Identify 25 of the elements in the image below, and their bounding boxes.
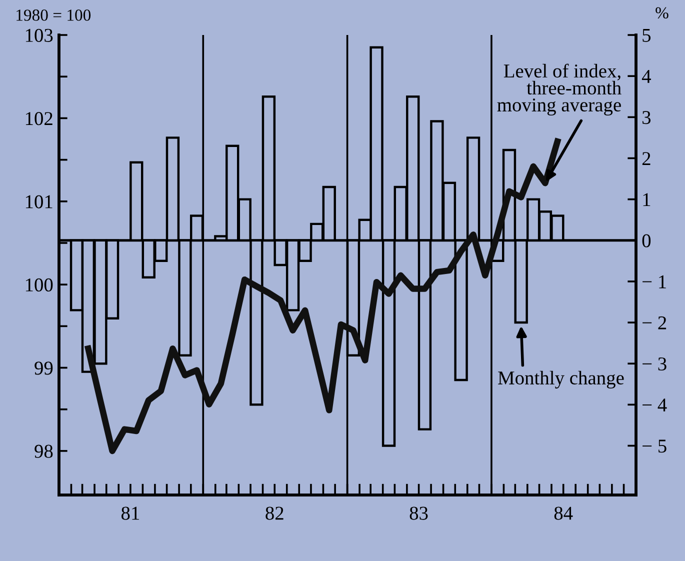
y2-tick-label: − 2 (642, 316, 666, 330)
y2-tick-label: 5 (642, 29, 651, 42)
y-tick-label: 103 (26, 28, 53, 42)
y-tick-label: 99 (34, 362, 53, 375)
y2-tick-label: − 3 (642, 357, 666, 371)
y2-tick-label: 0 (642, 234, 651, 248)
y-axis-title: 1980 = 100 (16, 10, 91, 21)
y2-tick-label: − 4 (642, 398, 667, 412)
x-tick-label: 84 (554, 506, 573, 520)
y-tick-label: 100 (26, 278, 53, 292)
annotation: Monthly change (498, 370, 624, 389)
annotation: Level of index, three-month moving average (497, 64, 622, 116)
y2-tick-label: − 1 (642, 275, 666, 288)
y-tick-label: 101 (26, 195, 52, 208)
y-tick-label: 102 (26, 112, 52, 126)
y2-tick-label: 1 (643, 193, 650, 206)
x-tick-label: 81 (121, 506, 140, 520)
y2-tick-label: 3 (642, 111, 651, 124)
y2-tick-label: 2 (642, 152, 650, 165)
y2-axis-title: % (656, 7, 668, 19)
x-tick-label: 83 (410, 506, 428, 520)
x-tick-label: 82 (266, 506, 284, 520)
y-tick-label: 98 (34, 444, 53, 458)
y2-tick-label: − 5 (642, 440, 666, 453)
y2-tick-label: 4 (642, 70, 651, 83)
